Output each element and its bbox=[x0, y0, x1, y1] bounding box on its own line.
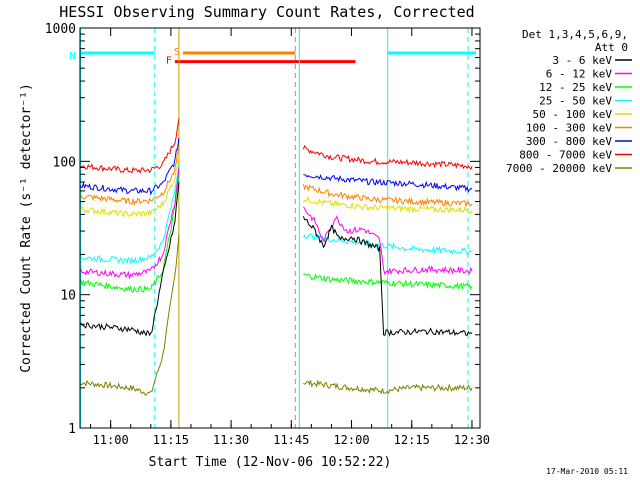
plot-area bbox=[80, 28, 476, 428]
series-6-12-kev-seg1 bbox=[80, 167, 180, 280]
legend-label: 3 - 6 keV bbox=[552, 54, 612, 67]
legend-header-line-2: Att 0 bbox=[595, 41, 628, 54]
series-3-6-kev-seg2 bbox=[302, 216, 473, 337]
series-7000-20000-kev-seg2 bbox=[303, 379, 473, 395]
series-3-6-kev-seg1 bbox=[80, 181, 180, 337]
legend-label: 50 - 100 keV bbox=[533, 108, 613, 121]
series-12-25-kev-seg2 bbox=[303, 273, 473, 291]
series-100-300-kev-seg2 bbox=[302, 183, 473, 208]
x-tick-label: 12:15 bbox=[394, 433, 430, 447]
band-label-s: S bbox=[174, 47, 180, 58]
plot-frame bbox=[79, 27, 481, 429]
x-axis-label: Start Time (12-Nov-06 10:52:22) bbox=[149, 455, 392, 470]
legend-label: 7000 - 20000 keV bbox=[506, 162, 612, 175]
legend-header-line-1: Det 1,3,4,5,6,9, bbox=[522, 28, 628, 41]
series-12-25-kev-seg1 bbox=[80, 174, 180, 293]
legend-label: 12 - 25 keV bbox=[539, 81, 612, 94]
series-50-100-kev-seg2 bbox=[302, 195, 473, 215]
series-7000-20000-kev-seg1 bbox=[80, 234, 180, 396]
x-tick-label: 12:30 bbox=[454, 433, 490, 447]
band-label-f: F bbox=[166, 56, 172, 67]
series-800-7000-kev-seg1 bbox=[80, 118, 180, 174]
x-tick-label: 11:45 bbox=[273, 433, 309, 447]
x-tick-label: 11:15 bbox=[153, 433, 189, 447]
x-tick-label: 11:00 bbox=[93, 433, 129, 447]
chart-title: HESSI Observing Summary Count Rates, Cor… bbox=[59, 3, 474, 21]
y-tick-label: 1 bbox=[68, 422, 76, 437]
legend-label: 800 - 7000 keV bbox=[519, 149, 612, 162]
series-300-800-kev-seg2 bbox=[303, 173, 473, 193]
y-tick-label: 100 bbox=[53, 155, 76, 170]
series-lines bbox=[80, 118, 473, 396]
y-tick-label: 1000 bbox=[45, 22, 76, 37]
y-axis-label: Corrected Count Rate (s⁻¹ detector⁻¹) bbox=[19, 83, 34, 373]
y-axis-ticks: 1 10 100 1000 bbox=[45, 22, 480, 437]
x-axis-ticks: 11:00 11:15 11:30 11:45 12:00 12:15 12:30 bbox=[90, 28, 490, 447]
footer-timestamp: 17-Mar-2010 05:11 bbox=[546, 467, 628, 476]
legend-label: 25 - 50 keV bbox=[539, 95, 612, 108]
band-label-n: N bbox=[70, 51, 76, 62]
series-100-300-kev-seg1 bbox=[80, 145, 180, 206]
series-25-50-kev-seg1 bbox=[80, 164, 180, 265]
series-25-50-kev-seg2 bbox=[302, 232, 473, 256]
legend-label: 300 - 800 keV bbox=[526, 135, 612, 148]
x-tick-label: 12:00 bbox=[333, 433, 369, 447]
legend-label: 100 - 300 keV bbox=[526, 122, 612, 135]
series-50-100-kev-seg1 bbox=[80, 155, 180, 219]
x-tick-label: 11:30 bbox=[213, 433, 249, 447]
series-800-7000-kev-seg2 bbox=[302, 144, 473, 171]
y-tick-label: 10 bbox=[60, 289, 76, 304]
legend-label: 6 - 12 keV bbox=[546, 68, 613, 81]
vertical-markers bbox=[80, 28, 469, 428]
series-300-800-kev-seg1 bbox=[80, 137, 180, 196]
observation-bands bbox=[80, 51, 476, 64]
